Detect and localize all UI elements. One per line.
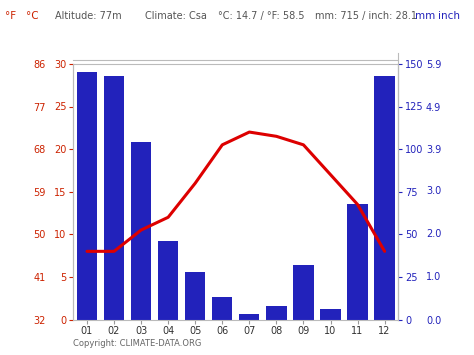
Text: inch: inch bbox=[438, 11, 460, 21]
Bar bbox=[239, 315, 259, 320]
Bar bbox=[212, 297, 232, 320]
Text: Altitude: 77m: Altitude: 77m bbox=[55, 11, 121, 21]
Text: mm: mm bbox=[415, 11, 435, 21]
Bar bbox=[374, 76, 395, 320]
Text: mm: 715 / inch: 28.1: mm: 715 / inch: 28.1 bbox=[315, 11, 417, 21]
Bar bbox=[266, 306, 287, 320]
Text: °F: °F bbox=[5, 11, 16, 21]
Bar bbox=[293, 265, 314, 320]
Bar bbox=[185, 272, 205, 320]
Bar bbox=[347, 204, 368, 320]
Bar bbox=[104, 76, 124, 320]
Bar bbox=[320, 309, 341, 320]
Text: Copyright: CLIMATE-DATA.ORG: Copyright: CLIMATE-DATA.ORG bbox=[73, 339, 202, 348]
Bar bbox=[77, 72, 97, 320]
Text: °C: 14.7 / °F: 58.5: °C: 14.7 / °F: 58.5 bbox=[218, 11, 304, 21]
Bar bbox=[158, 241, 178, 320]
Text: °C: °C bbox=[26, 11, 39, 21]
Text: Climate: Csa: Climate: Csa bbox=[145, 11, 207, 21]
Bar bbox=[131, 142, 151, 320]
